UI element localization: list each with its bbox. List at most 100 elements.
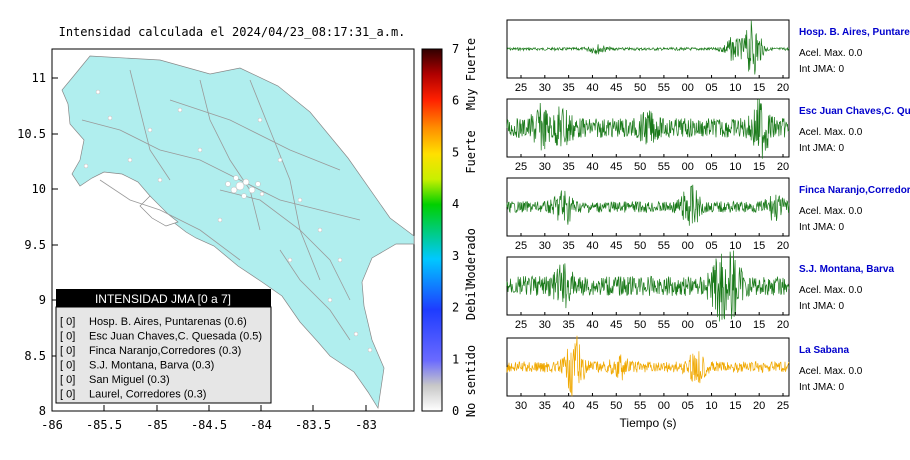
trace-tick-label: 45 xyxy=(610,82,622,94)
trace-tick-label: 20 xyxy=(753,400,765,412)
colorbar-level-label: No sentido xyxy=(464,345,478,417)
trace-tick-label: 30 xyxy=(515,400,527,412)
station-name-link[interactable]: Hosp. B. Aires, Puntarenas xyxy=(799,27,910,38)
trace-tick-label: 20 xyxy=(777,240,789,252)
trace-tick-label: 50 xyxy=(634,319,646,331)
station-name-link[interactable]: S.J. Montana, Barva xyxy=(799,264,894,275)
map-y-tick-label: 10 xyxy=(32,182,46,196)
legend-item-station: Finca Naranjo,Corredores (0.3) xyxy=(89,345,241,357)
trace-tick-label: 15 xyxy=(729,400,741,412)
map-title: Intensidad calculada el 2024/04/23_08:17… xyxy=(59,25,406,39)
trace-tick-label: 55 xyxy=(634,400,646,412)
colorbar-tick-label: 3 xyxy=(452,249,459,263)
trace-tick-label: 10 xyxy=(705,400,717,412)
colorbar-tick-label: 1 xyxy=(452,352,459,366)
trace-tick-label: 25 xyxy=(777,400,789,412)
trace-tick-label: 00 xyxy=(682,161,694,173)
map-y-tick-label: 9 xyxy=(39,293,46,307)
map-y-tick-label: 11 xyxy=(32,71,46,85)
waveform xyxy=(506,250,790,322)
map-x-tick-label: -85.5 xyxy=(86,418,122,432)
legend-title: INTENSIDAD JMA [0 a 7] xyxy=(95,292,231,306)
trace-tick-label: 45 xyxy=(610,319,622,331)
colorbar-tick-label: 2 xyxy=(452,301,459,315)
trace-tick-label: 30 xyxy=(539,161,551,173)
map-x-tick-label: -84.5 xyxy=(191,418,227,432)
seismogram-3: 25 30 35 40 45 50 55 00 05 10 15 20 S.J. Montana, Ba… xyxy=(506,250,894,331)
legend-item-station: San Miguel (0.3) xyxy=(89,374,170,386)
colorbar-gradient xyxy=(421,48,443,412)
int-jma-value: Int JMA: 0 xyxy=(799,64,844,75)
trace-tick-label: 40 xyxy=(586,240,598,252)
trace-tick-label: 55 xyxy=(658,82,670,94)
trace-tick-label: 45 xyxy=(586,400,598,412)
map-y-tick-label: 8 xyxy=(39,404,46,418)
int-jma-value: Int JMA: 0 xyxy=(799,382,844,393)
map-x-tick-label: -85 xyxy=(146,418,168,432)
int-jma-value: Int JMA: 0 xyxy=(799,143,844,154)
trace-tick-label: 40 xyxy=(586,82,598,94)
trace-tick-label: 05 xyxy=(705,161,717,173)
map-x-tick-label: -86 xyxy=(41,418,63,432)
map-x-tick-label: -83.5 xyxy=(295,418,331,432)
trace-tick-label: 20 xyxy=(777,319,789,331)
colorbar-level-label: Debil xyxy=(464,284,478,320)
map-y-tick-label: 8.5 xyxy=(24,349,46,363)
legend-item-station: Esc Juan Chaves,C. Quesada (0.5) xyxy=(89,331,262,343)
colorbar-level-label: Muy Fuerte xyxy=(464,38,478,110)
seismogram-1: 25 30 35 40 45 50 55 00 05 10 15 20 Esc Juan Chaves,… xyxy=(506,98,910,173)
trace-tick-label: 10 xyxy=(729,319,741,331)
legend-item-level: [ 0] xyxy=(60,360,75,372)
map-x-axis: -86 -85.5 -85 -84.5 -84 -83.5 -83 xyxy=(41,405,377,432)
acel-max-value: Acel. Max. 0.0 xyxy=(799,48,863,59)
station-name-link[interactable]: La Sabana xyxy=(799,345,849,356)
country-landmass xyxy=(61,55,415,409)
seismogram-panels: 25 30 35 40 45 50 55 00 05 10 15 20 Hosp. B. Aires, … xyxy=(506,19,910,412)
trace-tick-label: 50 xyxy=(634,240,646,252)
trace-tick-label: 10 xyxy=(729,240,741,252)
legend-header xyxy=(56,289,271,307)
trace-tick-label: 55 xyxy=(658,240,670,252)
trace-tick-label: 15 xyxy=(753,161,765,173)
trace-tick-label: 25 xyxy=(515,319,527,331)
trace-tick-label: 40 xyxy=(586,161,598,173)
trace-tick-label: 55 xyxy=(658,161,670,173)
station-markers xyxy=(83,89,373,353)
trace-tick-label: 00 xyxy=(658,400,670,412)
trace-tick-label: 20 xyxy=(777,161,789,173)
acel-max-value: Acel. Max. 0.0 xyxy=(799,285,863,296)
trace-tick-label: 05 xyxy=(705,240,717,252)
trace-tick-label: 05 xyxy=(705,319,717,331)
trace-tick-label: 55 xyxy=(658,319,670,331)
trace-tick-label: 15 xyxy=(753,82,765,94)
seismogram-0: 25 30 35 40 45 50 55 00 05 10 15 20 Hosp. B. Aires, … xyxy=(506,19,910,94)
trace-tick-label: 25 xyxy=(515,82,527,94)
trace-tick-label: 20 xyxy=(777,82,789,94)
legend-item-level: [ 0] xyxy=(60,389,75,401)
waveform xyxy=(506,20,790,75)
legend-item-level: [ 0] xyxy=(60,331,75,343)
trace-tick-label: 35 xyxy=(563,240,575,252)
trace-tick-label: 00 xyxy=(682,82,694,94)
trace-tick-label: 40 xyxy=(563,400,575,412)
map-y-axis: 11 10.5 10 9.5 9 8.5 8 xyxy=(17,71,58,418)
acel-max-value: Acel. Max. 0.0 xyxy=(799,366,863,377)
seismogram-4: 30 35 40 45 50 55 00 05 10 15 20 25 La Sabana Acel. M… xyxy=(506,335,863,412)
trace-tick-label: 05 xyxy=(682,400,694,412)
colorbar-tick-label: 0 xyxy=(452,404,459,418)
trace-tick-label: 35 xyxy=(563,161,575,173)
legend-body xyxy=(55,306,272,404)
colorbar-ticks: 7 6 5 4 3 2 1 0 xyxy=(452,42,459,418)
colorbar-tick-label: 5 xyxy=(452,145,459,159)
colorbar-level-label: Fuerte xyxy=(464,130,478,173)
trace-frame xyxy=(506,177,790,237)
station-name-link[interactable]: Esc Juan Chaves,C. Quesada xyxy=(799,106,910,117)
seismogram-2: 25 30 35 40 45 50 55 00 05 10 15 20 Finca Naranjo,Co… xyxy=(506,177,910,252)
trace-tick-label: 25 xyxy=(515,161,527,173)
waveform xyxy=(506,335,790,397)
trace-tick-label: 45 xyxy=(610,240,622,252)
legend-item-station: S.J. Montana, Barva (0.3) xyxy=(89,360,214,372)
station-name-link[interactable]: Finca Naranjo,Corredores xyxy=(799,185,910,196)
